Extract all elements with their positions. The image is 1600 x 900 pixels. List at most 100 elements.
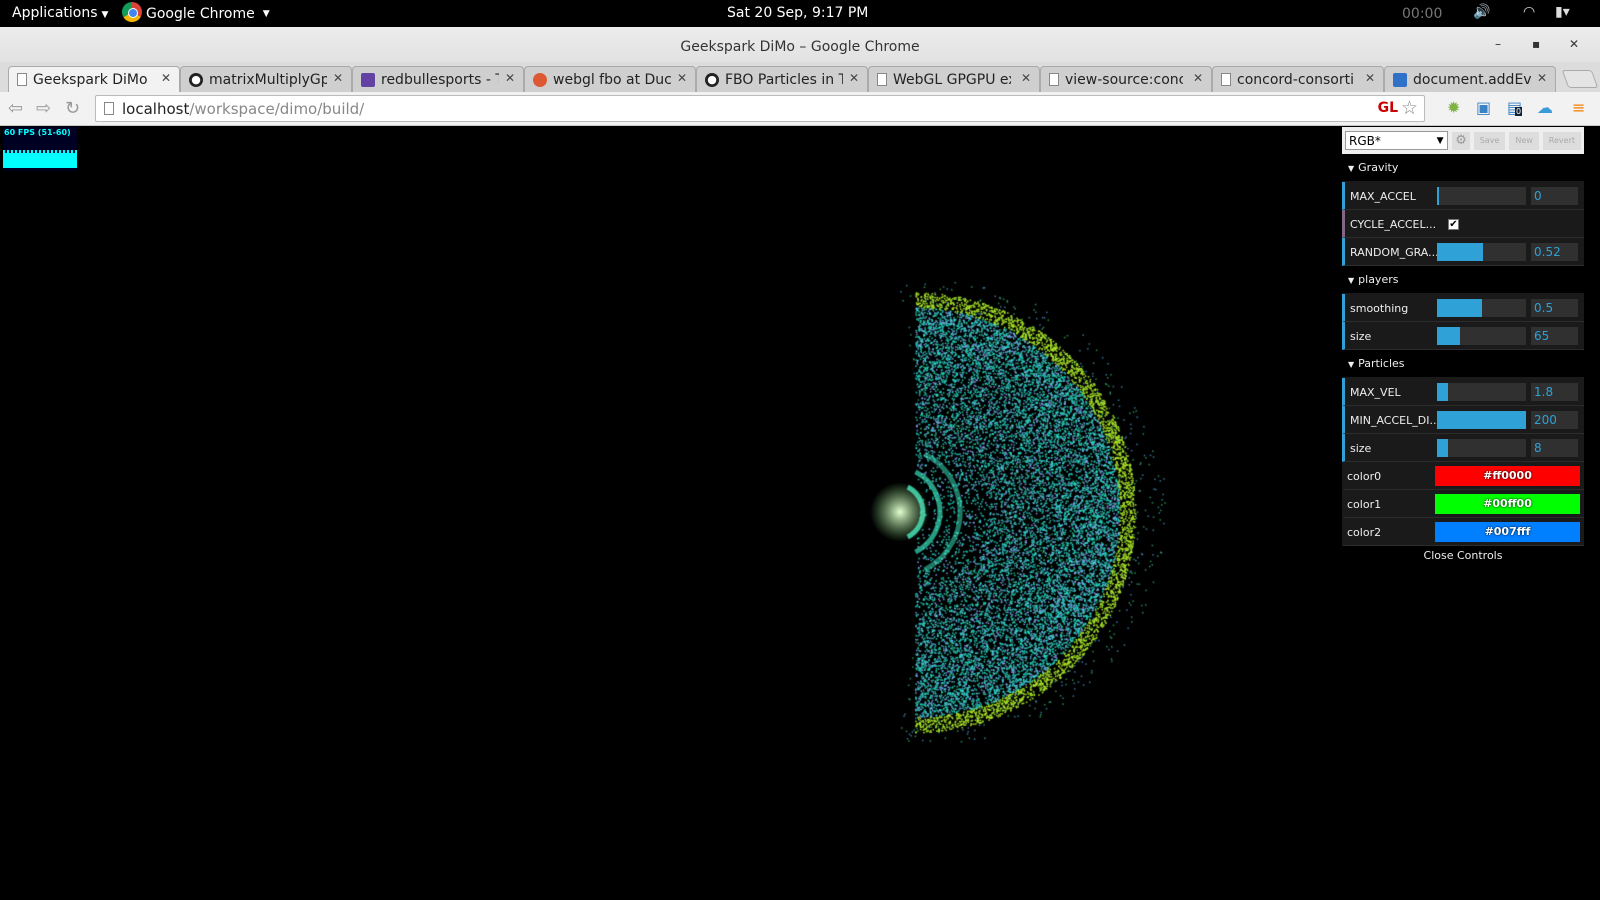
fps-text: 60 FPS (51-60): [4, 128, 71, 137]
applications-menu[interactable]: Applications ▼: [12, 5, 109, 21]
minimize-button[interactable]: –: [1495, 37, 1501, 51]
random-gravity-slider[interactable]: [1437, 243, 1526, 261]
new-tab-button[interactable]: [1561, 70, 1599, 88]
max-accel-input[interactable]: 0: [1531, 187, 1578, 205]
site-icon: [1393, 72, 1407, 87]
twitch-icon: [361, 72, 375, 87]
tab-label: redbullesports - Tw: [381, 71, 499, 88]
battery-icon[interactable]: ▮▾: [1555, 4, 1570, 20]
color2-picker[interactable]: #007fff: [1435, 522, 1580, 542]
control-max-vel: MAX_VEL 1.8: [1342, 378, 1584, 406]
particle-size-input[interactable]: 8: [1531, 439, 1578, 457]
control-label: CYCLE_ACCEL...: [1350, 218, 1437, 231]
close-window-button[interactable]: ✕: [1569, 37, 1580, 51]
folder-particles[interactable]: ▼ Particles: [1342, 350, 1584, 378]
caret-down-icon: ▼: [1348, 276, 1355, 285]
player-size-input[interactable]: 65: [1531, 327, 1578, 345]
save-button[interactable]: Save: [1473, 131, 1506, 150]
cloud-icon[interactable]: ☁: [1537, 98, 1553, 117]
tab-label: concord-consortium: [1237, 71, 1355, 88]
close-tab-icon[interactable]: ✕: [1364, 71, 1375, 85]
window-titlebar: Geekspark DiMo – Google Chrome – ▪ ✕: [0, 27, 1600, 62]
android-icon[interactable]: ✹: [1447, 98, 1461, 117]
tab-webgl-fbo-search[interactable]: webgl fbo at DuckD ✕: [524, 66, 696, 92]
new-button[interactable]: New: [1509, 131, 1539, 150]
max-vel-slider[interactable]: [1437, 383, 1526, 401]
webgl-badge[interactable]: GL: [1377, 100, 1398, 116]
max-vel-input[interactable]: 1.8: [1531, 383, 1578, 401]
particle-size-slider[interactable]: [1437, 439, 1526, 457]
page-icon: [17, 73, 27, 86]
tab-label: view-source:concor: [1065, 71, 1183, 88]
tab-geekspark-dimo[interactable]: Geekspark DiMo ✕: [8, 66, 180, 92]
slider-fill: [1437, 383, 1448, 401]
wifi-icon[interactable]: ◠: [1523, 4, 1536, 20]
tab-redbullesports[interactable]: redbullesports - Tw ✕: [352, 66, 524, 92]
min-accel-dist-slider[interactable]: [1437, 411, 1526, 429]
volume-icon[interactable]: 🔊: [1473, 4, 1491, 20]
smoothing-input[interactable]: 0.5: [1531, 299, 1578, 317]
close-tab-icon[interactable]: ✕: [332, 71, 343, 85]
smoothing-slider[interactable]: [1437, 299, 1526, 317]
tab-matrix-multiply[interactable]: ● matrixMultiplyGpu. ✕: [180, 66, 352, 92]
maximize-button[interactable]: ▪: [1532, 37, 1541, 51]
tab-webgl-gpgpu[interactable]: WebGL GPGPU exp ✕: [868, 66, 1040, 92]
gear-icon[interactable]: ⚙: [1452, 131, 1470, 150]
active-app-menu[interactable]: Google Chrome ▼: [122, 2, 270, 22]
active-app-label: Google Chrome: [146, 5, 255, 22]
chrome-icon: [122, 2, 142, 22]
address-bar[interactable]: localhost/workspace/dimo/build/ GL ☆: [95, 95, 1425, 122]
close-tab-icon[interactable]: ✕: [1536, 71, 1547, 85]
color0-picker[interactable]: #ff0000: [1435, 466, 1580, 486]
folder-label: Gravity: [1358, 161, 1399, 174]
min-accel-dist-input[interactable]: 200: [1531, 411, 1578, 429]
clock[interactable]: Sat 20 Sep, 9:17 PM: [727, 5, 869, 21]
close-tab-icon[interactable]: ✕: [504, 71, 515, 85]
close-tab-icon[interactable]: ✕: [160, 71, 171, 85]
reload-icon[interactable]: ↻: [65, 98, 81, 119]
slider-fill: [1437, 187, 1439, 205]
slider-fill: [1437, 327, 1461, 345]
window-title: Geekspark DiMo – Google Chrome: [680, 39, 920, 55]
folder-gravity[interactable]: ▼ Gravity: [1342, 154, 1584, 182]
random-gravity-input[interactable]: 0.52: [1531, 243, 1578, 261]
forward-icon[interactable]: ⇨: [36, 98, 52, 119]
tab-document-addevent[interactable]: document.addEven ✕: [1384, 66, 1556, 92]
close-tab-icon[interactable]: ✕: [676, 71, 687, 85]
close-tab-icon[interactable]: ✕: [848, 71, 859, 85]
cycle-accel-checkbox[interactable]: ✔: [1448, 219, 1459, 230]
player-size-slider[interactable]: [1437, 327, 1526, 345]
folder-players[interactable]: ▼ players: [1342, 266, 1584, 294]
preset-bar: RGB* ▼ ⚙ Save New Revert: [1342, 127, 1584, 154]
tab-view-source[interactable]: view-source:concor ✕: [1040, 66, 1212, 92]
close-tab-icon[interactable]: ✕: [1192, 71, 1203, 85]
fps-stats[interactable]: 60 FPS (51-60): [3, 127, 77, 171]
max-accel-slider[interactable]: [1437, 187, 1526, 205]
system-top-bar: Applications ▼ Google Chrome ▼ Sat 20 Sep,…: [0, 0, 1600, 27]
duckduckgo-icon: [533, 72, 547, 87]
close-controls-button[interactable]: Close Controls: [1342, 546, 1584, 566]
preset-select[interactable]: RGB* ▼: [1345, 131, 1449, 150]
revert-button[interactable]: Revert: [1542, 131, 1581, 150]
page-icon: [1049, 73, 1059, 86]
bookmark-star-icon[interactable]: ☆: [1400, 97, 1418, 119]
page-icon: [877, 73, 887, 86]
folder-label: Particles: [1358, 357, 1405, 370]
back-icon[interactable]: ⇦: [8, 98, 24, 119]
tab-label: WebGL GPGPU exp: [893, 71, 1011, 88]
tab-fbo-particles[interactable]: ● FBO Particles in Thr ✕: [696, 66, 868, 92]
tab-label: FBO Particles in Thr: [725, 71, 843, 88]
window-extension-icon[interactable]: ▣: [1476, 98, 1492, 117]
page-icon: [1221, 73, 1231, 86]
tab-concord-consortium[interactable]: concord-consortium ✕: [1212, 66, 1384, 92]
color1-picker[interactable]: #00ff00: [1435, 494, 1580, 514]
slider-fill: [1437, 411, 1526, 429]
caret-down-icon: ▼: [1348, 164, 1355, 173]
close-tab-icon[interactable]: ✕: [1020, 71, 1031, 85]
menu-icon[interactable]: ≡: [1572, 98, 1586, 117]
control-label: smoothing: [1350, 302, 1409, 315]
extension-badge-icon[interactable]: ▤0: [1507, 98, 1522, 117]
particle-canvas[interactable]: [0, 127, 1342, 900]
extension-count: 0: [1515, 107, 1523, 116]
control-label: color0: [1347, 470, 1382, 483]
